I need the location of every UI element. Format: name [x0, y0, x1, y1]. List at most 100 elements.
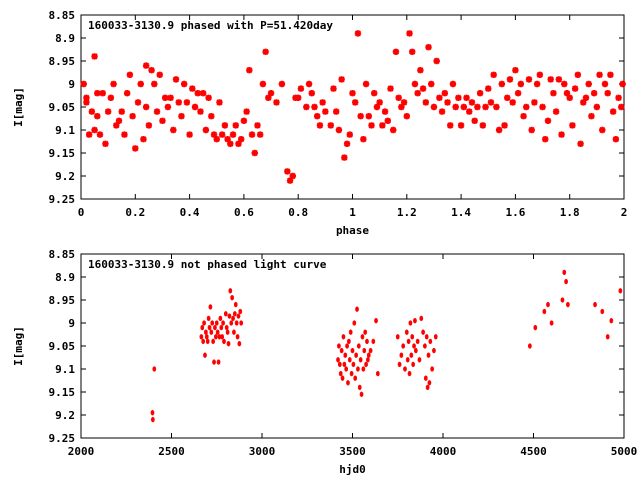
data-point — [426, 352, 431, 358]
data-point — [357, 113, 364, 120]
data-point — [582, 94, 590, 101]
data-point — [223, 311, 228, 317]
data-point — [205, 94, 212, 101]
x-tick-label: 4500 — [520, 445, 547, 458]
data-point — [210, 320, 215, 326]
data-point — [403, 366, 407, 372]
chart-title: 160033-3130.9 not phased light curve — [88, 258, 327, 271]
data-point — [170, 126, 177, 134]
data-point — [83, 99, 90, 106]
data-point — [262, 48, 269, 55]
x-tick-label: 0.8 — [288, 206, 308, 219]
data-point — [366, 357, 370, 363]
x-tick-label: 0.2 — [125, 206, 145, 219]
data-point — [357, 384, 362, 391]
data-point — [227, 313, 232, 319]
data-point — [360, 136, 367, 143]
data-point — [430, 366, 434, 372]
data-point — [397, 361, 402, 368]
data-point — [409, 352, 414, 358]
data-point — [254, 122, 261, 129]
data-point — [161, 94, 169, 101]
data-point — [209, 329, 214, 335]
data-point — [577, 140, 584, 147]
data-point — [339, 347, 344, 354]
data-point — [542, 136, 549, 143]
data-point — [384, 117, 391, 124]
data-point — [207, 324, 212, 331]
data-point — [411, 80, 419, 88]
data-point — [436, 94, 443, 101]
data-point — [199, 334, 204, 340]
data-point — [237, 136, 245, 143]
y-tick-label: 9.2 — [55, 170, 75, 183]
data-point — [267, 90, 275, 97]
data-point — [220, 334, 225, 340]
data-point — [433, 334, 438, 340]
data-point — [356, 366, 360, 372]
data-point — [362, 347, 367, 354]
data-point — [115, 117, 123, 124]
data-point — [235, 334, 240, 340]
data-point — [427, 380, 432, 386]
x-tick-label: 3000 — [249, 445, 276, 458]
data-point — [213, 136, 220, 143]
data-point — [493, 103, 500, 111]
data-point — [203, 352, 207, 358]
data-point — [423, 343, 427, 349]
data-point — [355, 306, 359, 312]
data-point — [607, 71, 614, 78]
data-point — [361, 366, 366, 372]
data-point — [412, 343, 416, 349]
chart-title: 160033-3130.9 phased with P=51.420day — [88, 19, 333, 32]
data-point — [211, 338, 215, 345]
data-point — [428, 338, 433, 345]
data-point — [406, 338, 411, 345]
data-point — [222, 338, 226, 345]
data-point — [346, 380, 350, 386]
data-point — [365, 113, 372, 120]
data-point — [218, 315, 223, 322]
data-point — [422, 99, 430, 106]
data-point — [102, 140, 109, 147]
data-point — [347, 338, 351, 345]
data-point — [238, 308, 243, 315]
data-point — [474, 103, 481, 111]
data-point — [414, 90, 421, 97]
data-point — [94, 90, 101, 97]
data-point — [569, 122, 576, 129]
y-tick-label: 8.85 — [49, 9, 76, 22]
data-point — [178, 113, 185, 120]
data-point — [197, 108, 204, 115]
data-point — [404, 329, 409, 335]
data-point — [400, 99, 408, 106]
data-point — [533, 80, 541, 88]
data-point — [354, 352, 358, 358]
data-point — [137, 80, 144, 88]
data-point — [560, 297, 565, 303]
data-point — [485, 85, 492, 92]
data-point — [406, 30, 413, 37]
data-point — [236, 313, 241, 319]
data-point — [452, 103, 459, 111]
data-point — [273, 99, 280, 106]
data-point — [213, 324, 217, 331]
data-point — [132, 145, 139, 152]
data-point — [338, 370, 343, 377]
chart-panel-2: 2000 2500 3000 3500 4000 4500 5000 8.85 8.9 8.95 9… — [12, 248, 637, 476]
data-point — [612, 136, 620, 143]
data-point — [368, 347, 373, 354]
data-point — [550, 90, 557, 97]
data-point — [430, 103, 438, 111]
data-point — [140, 136, 147, 143]
data-point — [227, 140, 234, 147]
data-point — [337, 361, 342, 368]
y-axis-label: I[mag] — [12, 326, 25, 366]
data-point — [580, 99, 587, 106]
data-point — [447, 122, 454, 129]
data-point — [134, 99, 142, 106]
y-tick-label: 9.2 — [55, 409, 75, 422]
data-point — [338, 76, 345, 83]
data-point — [562, 269, 567, 276]
data-point — [590, 90, 598, 97]
